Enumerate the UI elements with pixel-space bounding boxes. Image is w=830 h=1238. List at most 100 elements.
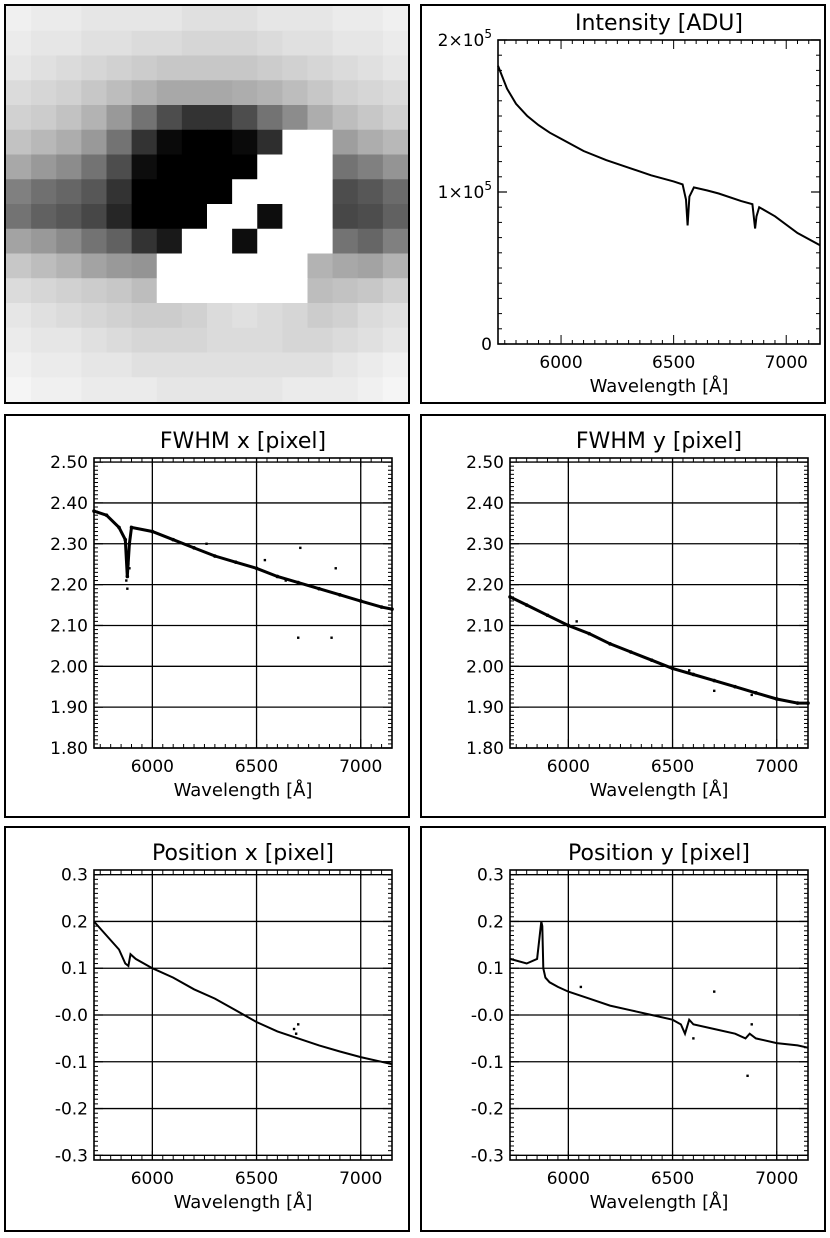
heatmap-cell xyxy=(257,278,283,304)
heatmap-cell xyxy=(106,105,133,131)
y-tick-label: -0.3 xyxy=(471,1146,504,1166)
heatmap-cell xyxy=(81,6,107,32)
data-point xyxy=(92,509,96,513)
outlier-point xyxy=(297,636,300,639)
heatmap-cell xyxy=(81,30,107,56)
data-series-line xyxy=(93,920,393,1066)
heatmap-cell xyxy=(56,352,82,378)
heatmap-cell xyxy=(131,253,158,279)
heatmap-cell xyxy=(106,377,133,403)
heatmap-cell xyxy=(56,253,82,279)
data-series-line xyxy=(509,921,809,1049)
plot-frame xyxy=(509,457,809,749)
heatmap-cell xyxy=(257,129,283,155)
heatmap-cell xyxy=(106,303,133,329)
plot-frame xyxy=(509,869,809,1161)
heatmap-cell xyxy=(357,6,384,32)
y-tick-label: -0.2 xyxy=(55,1100,88,1120)
heatmap-cell xyxy=(6,179,32,205)
heatmap-cell xyxy=(56,129,82,155)
heatmap-cell xyxy=(382,352,409,378)
heatmap-cell xyxy=(6,55,32,81)
data-point xyxy=(150,529,155,534)
heatmap-cell xyxy=(156,204,183,230)
heatmap-cell xyxy=(307,6,334,32)
heatmap-cell xyxy=(307,80,334,106)
heatmap-cell xyxy=(131,327,158,353)
heatmap-cell xyxy=(181,303,208,329)
heatmap-cell xyxy=(332,352,359,378)
heatmap-cell xyxy=(181,55,208,81)
heatmap-cell xyxy=(207,278,233,304)
heatmap-cell xyxy=(207,80,233,106)
heatmap-cell xyxy=(156,253,183,279)
heatmap-cell xyxy=(357,179,384,205)
y-tick-label: 1×105 xyxy=(438,179,492,203)
heatmap-cell xyxy=(357,278,384,304)
heatmap-cell xyxy=(232,105,258,131)
heatmap-cell xyxy=(156,179,183,205)
heatmap-cell xyxy=(131,377,158,403)
heatmap-cell xyxy=(56,228,82,254)
outlier-point xyxy=(128,567,131,570)
heatmap-cell xyxy=(156,80,183,106)
heatmap-cell xyxy=(257,30,283,56)
data-point xyxy=(806,701,810,705)
chart-title: FWHM x [pixel] xyxy=(160,429,326,454)
heatmap-cell xyxy=(207,352,233,378)
heatmap-cell xyxy=(106,327,133,353)
heatmap-cell xyxy=(207,55,233,81)
heatmap-cell xyxy=(56,303,82,329)
heatmap-cell xyxy=(81,154,107,180)
heatmap-cell xyxy=(282,55,308,81)
x-tick-label: 6000 xyxy=(547,757,590,777)
outlier-point xyxy=(299,546,302,550)
heatmap-cell xyxy=(81,179,107,205)
heatmap-cell xyxy=(257,352,283,378)
heatmap-cell xyxy=(131,278,158,304)
heatmap-cell xyxy=(106,253,133,279)
y-tick-label: 2.30 xyxy=(50,535,88,555)
fwhm-y-chart: FWHM y [pixel] 6000 6500 7000 1.80 1.90 2.00 2.… xyxy=(466,429,810,801)
heatmap-cell xyxy=(332,129,359,155)
heatmap-cell xyxy=(357,303,384,329)
outlier-point xyxy=(284,579,287,582)
heatmap-cell xyxy=(81,55,107,81)
x-tick-label: 6500 xyxy=(651,1169,694,1189)
y-tick-label: 2.40 xyxy=(466,494,504,514)
heatmap-cell xyxy=(56,204,82,230)
y-tick-label: 1.90 xyxy=(466,698,504,718)
heatmap-cell xyxy=(31,30,57,56)
heatmap-cell xyxy=(357,327,384,353)
heatmap-cell xyxy=(357,154,384,180)
heatmap-cell xyxy=(332,6,359,32)
y-tick-label: 2.10 xyxy=(50,616,88,636)
heatmap-cell xyxy=(207,129,233,155)
heatmap-cell xyxy=(332,303,359,329)
y-tick-label: 2.40 xyxy=(50,494,88,514)
heatmap-cell xyxy=(156,6,183,32)
heatmap-cell xyxy=(156,303,183,329)
heatmap-cell xyxy=(81,278,107,304)
heatmap-cell xyxy=(131,228,158,254)
data-series-line xyxy=(93,509,393,611)
heatmap-cell xyxy=(106,179,133,205)
data-point xyxy=(104,513,109,517)
heatmap-cell xyxy=(307,253,334,279)
heatmap-cell xyxy=(257,253,283,279)
heatmap-cell xyxy=(81,303,107,329)
heatmap-cell xyxy=(282,30,308,56)
heatmap-cell xyxy=(382,204,409,230)
data-point xyxy=(129,525,134,530)
outlier-point xyxy=(330,636,333,639)
heatmap-cell xyxy=(332,30,359,56)
heatmap-cell xyxy=(232,129,258,155)
heatmap-cell xyxy=(6,228,32,254)
psf-image-panel xyxy=(4,4,410,404)
y-tick-label: 0.1 xyxy=(477,959,504,979)
heatmap-cell xyxy=(6,204,32,230)
heatmap-cell xyxy=(332,80,359,106)
data-point xyxy=(774,697,779,701)
heatmap-cell xyxy=(282,105,308,131)
heatmap-cell xyxy=(156,55,183,81)
